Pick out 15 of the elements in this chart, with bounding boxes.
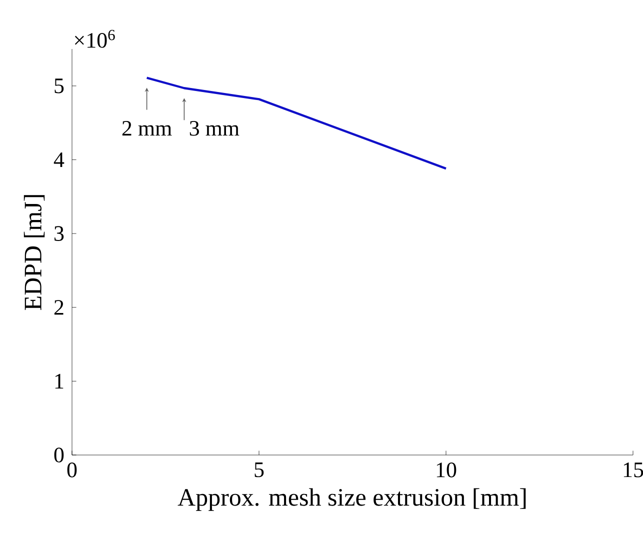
y-tick-label: 3 xyxy=(54,226,64,241)
y-tick-label: 0 xyxy=(54,448,64,462)
y-tick-label: 4 xyxy=(54,152,64,167)
y-tick-label: 2 xyxy=(54,300,64,315)
x-tick-label: 10 xyxy=(436,462,456,478)
text: ×10$^{6}$ xyxy=(74,30,115,48)
y-axis-title: EDPD [mJ] xyxy=(24,195,45,310)
x-tick-label: 15 xyxy=(624,462,643,478)
y-tick-label: 5 xyxy=(54,78,64,94)
annotation: 3 mm xyxy=(190,120,240,136)
x-tick-label: 0 xyxy=(67,462,77,478)
annotation: 2 mm xyxy=(122,120,172,136)
x-axis-title: Approx. mesh size extrusion [mm] xyxy=(178,488,526,511)
x-tick-label: 5 xyxy=(254,462,264,478)
y-tick-label: 1 xyxy=(55,374,64,388)
